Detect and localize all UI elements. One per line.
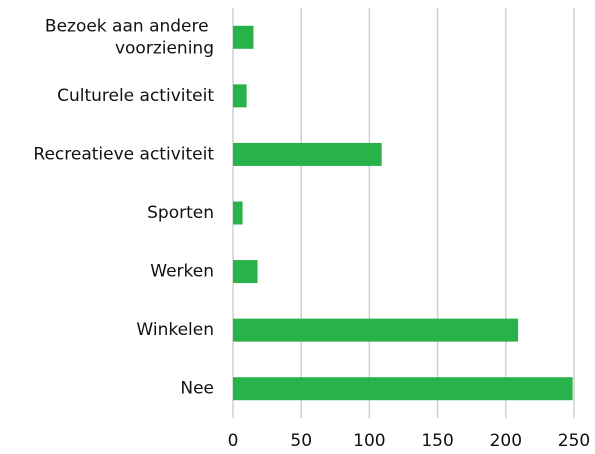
bar <box>233 142 382 166</box>
y-tick-label: Winkelen <box>136 320 214 340</box>
y-tick-label: Culturele activiteit <box>57 86 214 106</box>
x-tick-label: 150 <box>421 431 453 451</box>
x-tick-label: 200 <box>490 431 522 451</box>
bar <box>233 201 243 225</box>
bar <box>233 25 254 49</box>
bar <box>233 377 573 401</box>
bar <box>233 260 258 284</box>
y-tick-label: Bezoek aan andere voorziening <box>45 16 214 58</box>
y-tick-label: Werken <box>150 262 214 282</box>
y-tick-label: Sporten <box>147 203 214 223</box>
y-tick-label: Nee <box>180 379 214 399</box>
x-tick-label: 0 <box>228 431 239 451</box>
bar <box>233 318 519 342</box>
x-tick-label: 250 <box>558 431 590 451</box>
x-tick-label: 50 <box>290 431 312 451</box>
y-tick-label: Recreatieve activiteit <box>33 144 214 164</box>
x-tick-label: 100 <box>353 431 385 451</box>
bar <box>233 84 247 108</box>
